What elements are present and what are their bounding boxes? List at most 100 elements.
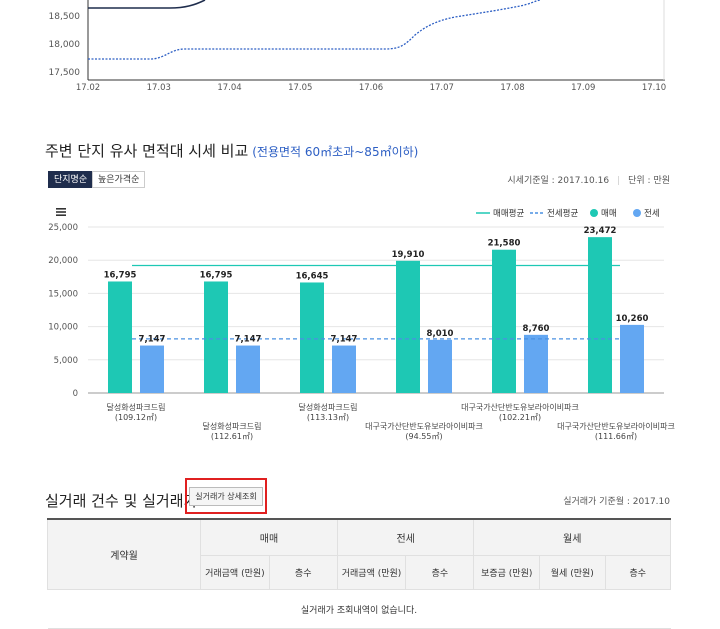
chart-bars (108, 237, 644, 393)
header-monthly-rent: 월세 (만원) (539, 555, 606, 590)
y-tick-label: 25,000 (48, 223, 78, 233)
transactions-title: 실거래 건수 및 실거래가 (45, 492, 198, 510)
price-base-date: 시세기준일 : 2017.10.16 (507, 176, 610, 186)
bar-sale[interactable] (204, 281, 228, 393)
category-label: 대구국가산단반도유보라아이비파크 (365, 421, 483, 431)
transaction-detail-button[interactable]: 실거래가 상세조회 (189, 486, 263, 506)
bar-sale-label: 16,795 (200, 270, 233, 280)
bar-jeonse-label: 10,260 (616, 314, 649, 324)
bar-jeonse-label: 7,147 (139, 335, 166, 345)
detail-button-highlight: 실거래가 상세조회 (185, 478, 267, 514)
bar-jeonse-label: 8,760 (523, 324, 550, 334)
y-tick-label: 0 (73, 389, 78, 399)
comparison-bar-chart: 매매평균 전세평균 매매 전세 0 5,000 10,000 15,000 20,000… (48, 208, 675, 441)
bar-jeonse[interactable] (524, 334, 548, 393)
chart-category-labels: 달성화성파크드림(109.12㎡)달성화성파크드림(112.61㎡)달성화성파크… (107, 402, 675, 441)
bar-sale-label: 19,910 (392, 250, 425, 260)
category-label: 달성화성파크드림 (203, 421, 262, 431)
bar-sale-label: 16,795 (104, 270, 137, 280)
bar-jeonse[interactable] (236, 345, 260, 393)
chart-grid: 0 5,000 10,000 15,000 20,000 25,000 (48, 223, 664, 399)
top-price-chart: 18,500 18,000 17,500 17.02 17.03 17.04 17.0… (49, 0, 666, 93)
header-jeonse-floor: 층수 (405, 555, 475, 590)
section-title-text: 주변 단지 유사 면적대 시세 비교 (45, 142, 249, 160)
transaction-base-month: 실거래가 기준월 : 2017.10 (563, 497, 670, 507)
legend-sale: 매매 (601, 209, 617, 219)
category-label: (112.61㎡) (211, 432, 253, 441)
bar-sale-label: 16,645 (296, 271, 329, 281)
header-sale: 매매 (200, 518, 338, 556)
category-label: (111.66㎡) (595, 432, 637, 441)
bar-sale[interactable] (396, 260, 420, 393)
top-chart-x-tick: 17.10 (642, 83, 666, 93)
header-monthly-deposit: 보증금 (만원) (473, 555, 541, 590)
price-unit: 단위 : 만원 (628, 176, 670, 186)
table-row: 실거래가 조회내역이 없습니다. (47, 589, 671, 629)
bar-sale-label: 21,580 (488, 239, 521, 249)
header-sale-floor: 층수 (268, 555, 338, 590)
bar-jeonse-label: 8,010 (427, 329, 454, 339)
top-chart-sale-line (88, 0, 206, 9)
legend-jeonse-average: 전세평균 (547, 208, 578, 219)
category-label: (102.21㎡) (499, 413, 541, 422)
legend-sale-average: 매매평균 (493, 208, 524, 219)
chart-average-lines (132, 264, 620, 340)
y-tick-label: 15,000 (48, 289, 78, 299)
section-title: 주변 단지 유사 면적대 시세 비교 (전용면적 60㎡초과~85㎡이하) (45, 140, 418, 161)
bar-sale-label: 23,472 (584, 226, 617, 236)
header-jeonse: 전세 (336, 518, 475, 556)
top-chart-x-tick: 17.02 (76, 83, 100, 93)
y-tick-label: 10,000 (48, 323, 78, 333)
header-contract-month: 계약월 (46, 518, 202, 590)
category-label: (94.55㎡) (405, 432, 442, 441)
tab-sort-by-price[interactable]: 높은가격순 (92, 171, 146, 188)
top-chart-x-tick: 17.08 (500, 83, 524, 93)
section-subtitle: (전용면적 60㎡초과~85㎡이하) (252, 145, 419, 159)
bar-jeonse-label: 7,147 (331, 335, 358, 345)
price-info-line: 시세기준일 : 2017.10.16 | 단위 : 만원 (507, 176, 670, 186)
category-label: (109.12㎡) (115, 413, 157, 422)
top-chart-x-tick: 17.06 (359, 83, 383, 93)
bar-jeonse[interactable] (140, 345, 164, 393)
bar-jeonse-label: 7,147 (235, 335, 262, 345)
y-tick-label: 5,000 (54, 356, 78, 366)
legend-jeonse: 전세 (644, 208, 660, 219)
header-monthly-floor: 층수 (604, 555, 672, 590)
top-chart-x-tick: 17.03 (147, 83, 171, 93)
bar-jeonse[interactable] (620, 324, 644, 393)
y-tick-label: 20,000 (48, 256, 78, 266)
top-chart-x-tick: 17.04 (217, 83, 241, 93)
tab-sort-by-name[interactable]: 단지명순 (48, 171, 94, 188)
table-header-row: 계약월 매매 전세 월세 (46, 518, 671, 590)
bar-jeonse[interactable] (332, 345, 356, 393)
bar-sale[interactable] (108, 281, 132, 393)
top-chart-jeonse-line (88, 0, 541, 60)
table-subheader-row: 거래금액 (만원) 층수 거래금액 (만원) 층수 보증금 (만원) 월세 (만… (48, 555, 672, 590)
category-label: 달성화성파크드림 (299, 402, 358, 412)
top-chart-y-tick: 18,000 (49, 40, 81, 50)
category-label: (113.13㎡) (307, 413, 349, 422)
legend-sale-swatch (590, 209, 598, 217)
header-jeonse-amount: 거래금액 (만원) (336, 555, 407, 590)
chart-value-labels: 16,795 7,147 16,795 7,147 16,645 7,147 19,910 8… (104, 226, 649, 344)
header-sale-amount: 거래금액 (만원) (200, 555, 270, 590)
top-chart-x-tick: 17.09 (571, 83, 595, 93)
category-label: 대구국가산단반도유보라아이비파크 (461, 402, 579, 412)
chart-legend: 매매평균 전세평균 매매 전세 (476, 208, 660, 219)
empty-message: 실거래가 조회내역이 없습니다. (47, 589, 671, 629)
transactions-table: 계약월 매매 전세 월세 거래금액 (만원) 층수 거래금액 (만원) 층수 보… (46, 518, 672, 629)
menu-icon[interactable] (56, 208, 66, 216)
top-chart-x-tick: 17.05 (288, 83, 312, 93)
top-chart-y-tick: 18,500 (49, 12, 81, 22)
header-monthly: 월세 (473, 518, 671, 556)
top-chart-x-tick: 17.07 (430, 83, 454, 93)
category-label: 달성화성파크드림 (107, 402, 166, 412)
legend-jeonse-swatch (633, 209, 641, 217)
bar-sale[interactable] (492, 249, 516, 393)
bar-sale[interactable] (300, 282, 324, 393)
bar-sale[interactable] (588, 237, 612, 393)
top-chart-y-tick: 17,500 (49, 68, 81, 78)
category-label: 대구국가산단반도유보라아이비파크 (557, 421, 675, 431)
bar-jeonse[interactable] (428, 339, 452, 393)
top-chart-x-ticks: 17.02 17.03 17.04 17.05 17.06 17.07 17.08 17.09… (76, 83, 666, 93)
